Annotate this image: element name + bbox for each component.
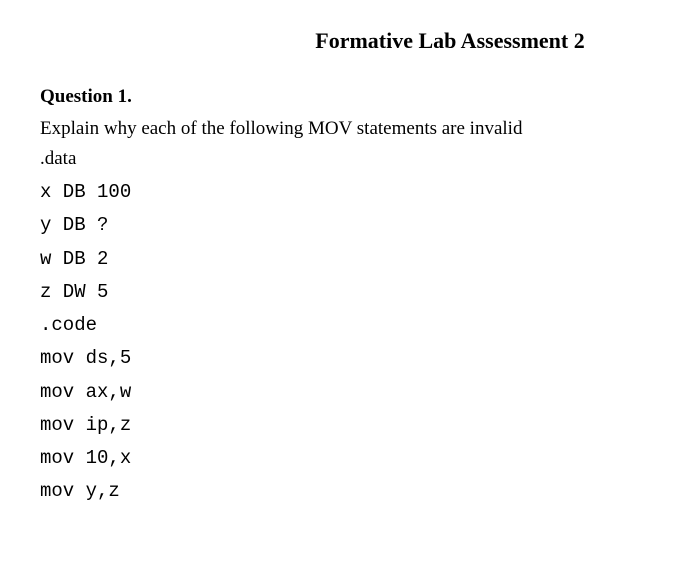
- code-line: mov ds,5: [40, 342, 660, 375]
- code-line: x DB 100: [40, 176, 660, 209]
- question-prompt: Explain why each of the following MOV st…: [40, 118, 660, 140]
- code-line: w DB 2: [40, 243, 660, 276]
- page-title: Formative Lab Assessment 2: [240, 28, 660, 54]
- code-line: mov y,z: [40, 475, 660, 508]
- code-line: z DW 5: [40, 276, 660, 309]
- data-section-label: .data: [40, 148, 660, 170]
- code-line: y DB ?: [40, 209, 660, 242]
- code-line: mov ip,z: [40, 409, 660, 442]
- code-line: .code: [40, 309, 660, 342]
- code-line: mov ax,w: [40, 376, 660, 409]
- question-number: Question 1.: [40, 86, 660, 108]
- code-line: mov 10,x: [40, 442, 660, 475]
